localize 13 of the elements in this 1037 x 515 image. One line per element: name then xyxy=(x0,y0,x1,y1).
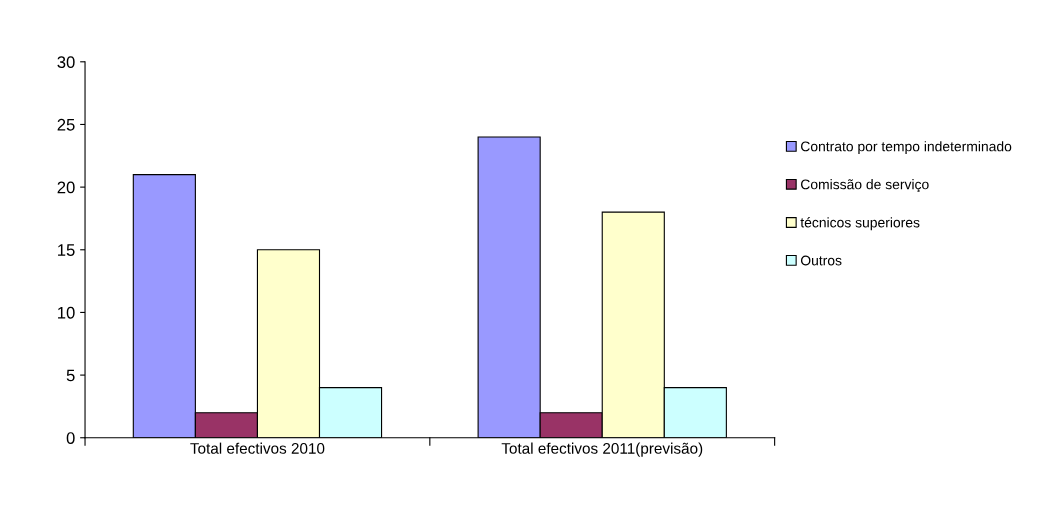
y-tick-label: 25 xyxy=(57,118,75,131)
y-tick-label: 15 xyxy=(58,244,75,256)
legend-label: Outros xyxy=(800,255,842,266)
y-tick-label: 5 xyxy=(66,369,75,382)
legend-label: técnicos superiores xyxy=(800,217,920,231)
y-tick-label: 30 xyxy=(57,56,75,68)
x-tick-label: Total efectivos 2010 xyxy=(190,442,325,454)
legend-label: Comissão de serviço xyxy=(801,179,929,193)
x-tick-label: Total efectivos 2011(previsão) xyxy=(501,442,703,457)
y-tick-label: 20 xyxy=(57,181,75,194)
y-tick-label: 10 xyxy=(58,306,75,319)
legend-label: Contrato por tempo indeterminado xyxy=(801,141,1012,155)
y-tick-label: 0 xyxy=(66,432,75,444)
